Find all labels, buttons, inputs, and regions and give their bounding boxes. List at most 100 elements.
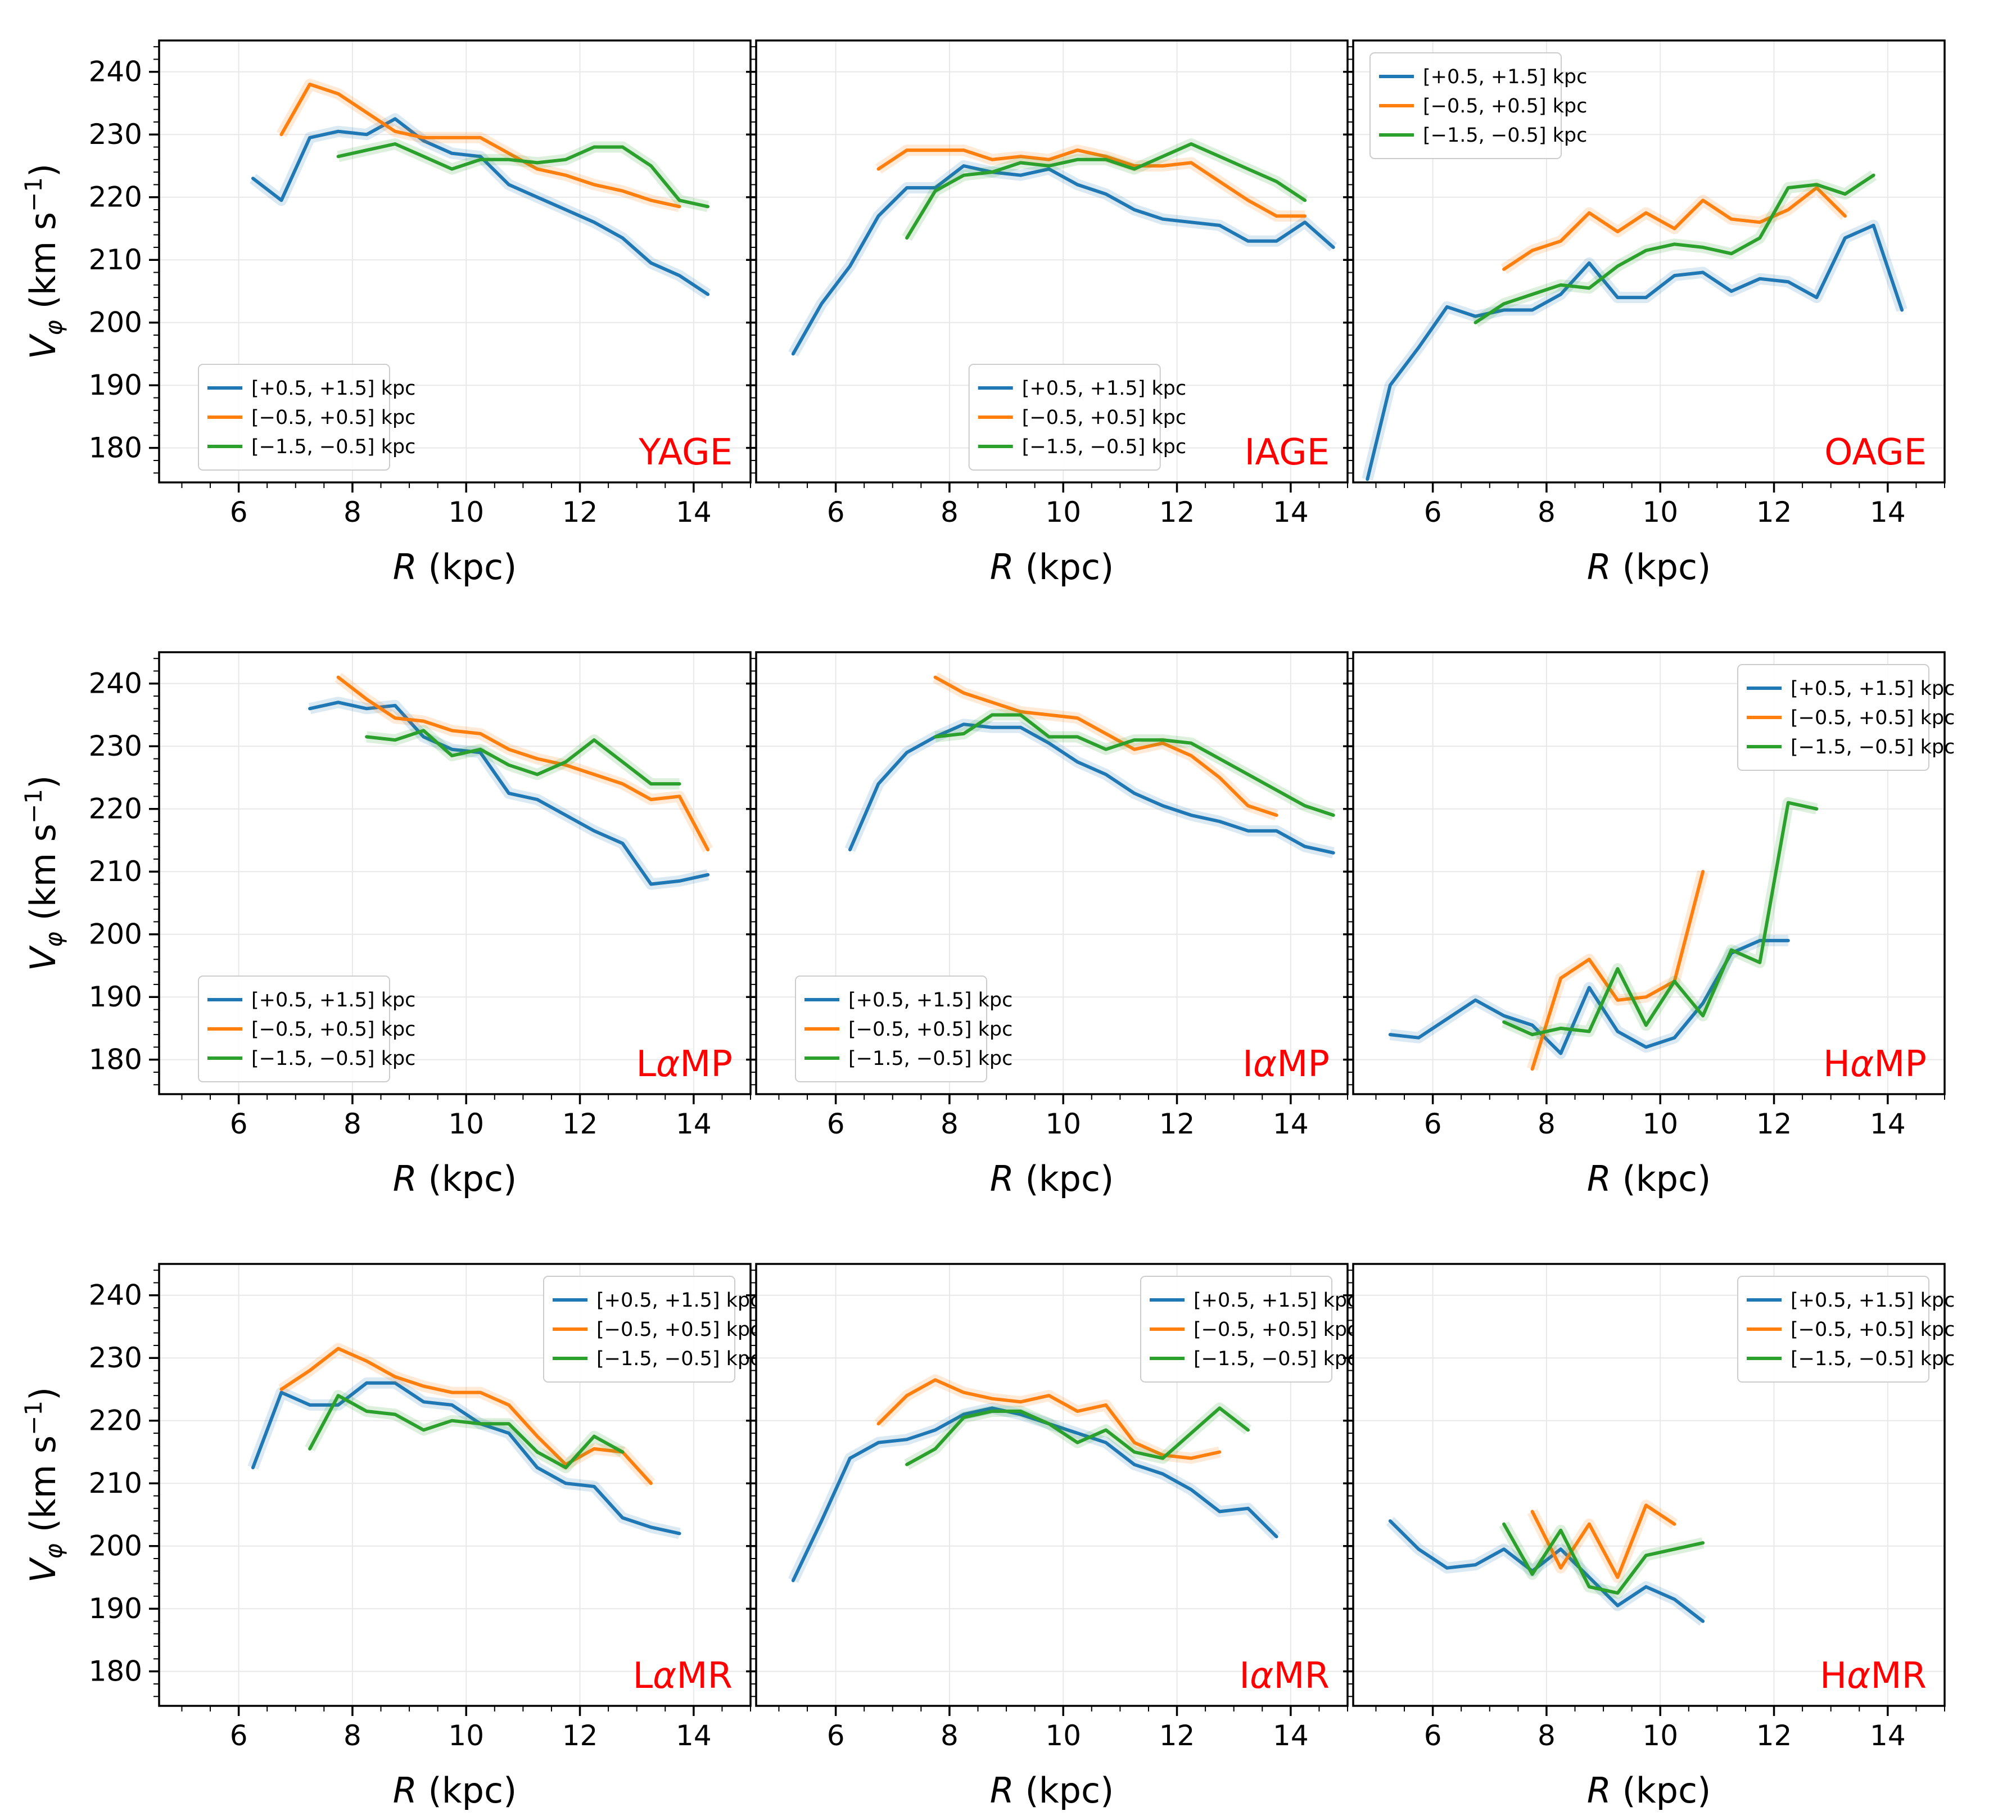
panel-IαMP: 6 8 10 12 14 R (kpc) [+0.5, +1.5] kpc [−0.5, +0…: [746, 651, 1349, 1199]
line-orange: [876, 1378, 1222, 1460]
legend-label: [−0.5, +0.5] kpc: [1791, 1318, 1955, 1341]
x-tick-label: 10: [1642, 1108, 1678, 1140]
panel-OAGE: 6 8 10 12 14 R (kpc) [+0.5, +1.5] kpc [−0.5, +0…: [1343, 39, 1946, 588]
panel-title-HαMR: HαMR: [1820, 1655, 1927, 1697]
y-tick-label: 230: [89, 118, 142, 151]
series-orange: [278, 1343, 656, 1487]
x-tick-label: 8: [941, 1108, 959, 1140]
line-orange: [933, 675, 1278, 817]
series-blue: [1386, 1517, 1707, 1626]
x-tick-label: 10: [448, 1719, 484, 1752]
legend-box: [968, 364, 1161, 471]
panel-title-HαMP: HαMP: [1823, 1044, 1927, 1085]
legend-box: [198, 364, 390, 471]
y-tick-label: 200: [89, 1530, 142, 1562]
legend: [+0.5, +1.5] kpc [−0.5, +0.5] kpc [−1.5, −…: [1737, 1276, 1955, 1383]
axes-spines: [1352, 1263, 1946, 1707]
x-tick-label: 12: [1756, 1108, 1792, 1140]
legend-label: [−1.5, −0.5] kpc: [251, 1047, 415, 1070]
legend-label: [−1.5, −0.5] kpc: [1791, 1348, 1955, 1370]
x-tick-label: 6: [230, 1719, 248, 1752]
x-tick-label: 14: [1273, 496, 1309, 529]
legend: [+0.5, +1.5] kpc [−0.5, +0.5] kpc [−1.5, −…: [198, 364, 415, 471]
series-blue: [247, 1377, 681, 1539]
series-orange: [1527, 1500, 1678, 1583]
series-green: [902, 138, 1308, 241]
line-orange: [1502, 186, 1847, 271]
legend-label: [−0.5, +0.5] kpc: [1423, 95, 1587, 118]
panel-title-IαMR: IαMR: [1239, 1655, 1330, 1697]
legend-label: [−0.5, +0.5] kpc: [1194, 1318, 1358, 1341]
series-green: [305, 1390, 626, 1474]
series-green: [904, 1402, 1252, 1470]
legend-label: [−1.5, −0.5] kpc: [1423, 124, 1587, 147]
line-blue: [308, 701, 710, 886]
x-tick-label: 8: [1538, 1719, 1556, 1752]
legend: [+0.5, +1.5] kpc [−0.5, +0.5] kpc [−1.5, −…: [1369, 52, 1587, 159]
legend-box: [1140, 1276, 1332, 1383]
x-axis-label: R (kpc): [990, 1770, 1114, 1811]
line-orange: [876, 148, 1307, 218]
y-tick-label: 200: [89, 918, 142, 951]
legend: [+0.5, +1.5] kpc [−0.5, +0.5] kpc [−1.5, −…: [968, 364, 1186, 471]
line-green: [1502, 1522, 1705, 1595]
legend: [+0.5, +1.5] kpc [−0.5, +0.5] kpc [−1.5, −…: [1140, 1276, 1358, 1383]
y-tick-label: 210: [89, 243, 142, 276]
legend-label: [+0.5, +1.5] kpc: [1194, 1289, 1358, 1312]
legend-label: [+0.5, +1.5] kpc: [1022, 377, 1186, 400]
legend: [+0.5, +1.5] kpc [−0.5, +0.5] kpc [−1.5, −…: [1737, 664, 1955, 771]
series-orange: [875, 144, 1307, 222]
axes-spines: [158, 651, 752, 1095]
x-tick-label: 8: [343, 496, 361, 529]
x-tick-label: 8: [941, 496, 959, 529]
x-tick-label: 8: [941, 1719, 959, 1752]
axes-spines: [158, 1263, 752, 1707]
axes-spines: [1352, 39, 1946, 484]
panel-LαMP: 6 8 10 12 14 180 190 200 210 220 230 240 R (kpc) Vφ (…: [20, 651, 752, 1199]
line-green: [336, 142, 710, 209]
y-tick-label: 190: [89, 1592, 142, 1625]
series-green: [1472, 170, 1877, 328]
x-tick-label: 12: [1756, 496, 1792, 529]
y-tick-label: 240: [89, 56, 142, 88]
legend-label: [−0.5, +0.5] kpc: [848, 1018, 1012, 1041]
line-green: [905, 1406, 1250, 1466]
series-orange: [276, 79, 681, 213]
series-orange: [1500, 182, 1850, 274]
panel-IαMR: 6 8 10 12 14 R (kpc) [+0.5, +1.5] kpc [−0.5, +0…: [746, 1263, 1358, 1811]
y-tick-label: 220: [89, 181, 142, 214]
x-axis-label: R (kpc): [393, 1158, 517, 1199]
x-tick-label: 10: [1642, 1719, 1678, 1752]
series-blue: [844, 719, 1335, 859]
axes-spines: [158, 39, 752, 484]
y-tick-label: 230: [89, 1342, 142, 1374]
line-blue: [848, 722, 1335, 855]
x-tick-label: 12: [562, 1108, 598, 1140]
x-tick-label: 6: [230, 496, 248, 529]
legend-label: [+0.5, +1.5] kpc: [1423, 66, 1587, 88]
x-tick-label: 6: [827, 1108, 845, 1140]
legend-box: [543, 1276, 735, 1383]
series-blue: [1362, 219, 1907, 481]
axes-spines: [755, 39, 1349, 484]
line-blue: [251, 117, 710, 296]
legend: [+0.5, +1.5] kpc [−0.5, +0.5] kpc [−1.5, −…: [795, 976, 1012, 1082]
panel-title-LαMR: LαMR: [632, 1655, 733, 1697]
line-green: [1473, 173, 1875, 324]
x-tick-label: 14: [676, 496, 712, 529]
series-green: [1499, 1521, 1705, 1599]
x-tick-label: 10: [1642, 496, 1678, 529]
line-orange: [1530, 1503, 1676, 1579]
y-tick-label: 220: [89, 1404, 142, 1437]
axes-spines: [1352, 651, 1946, 1095]
axes-spines: [755, 1263, 1349, 1707]
legend: [+0.5, +1.5] kpc [−0.5, +0.5] kpc [−1.5, −…: [198, 976, 415, 1082]
x-tick-label: 10: [1045, 1108, 1081, 1140]
panel-title-LαMP: LαMP: [636, 1044, 733, 1085]
line-green: [933, 713, 1335, 817]
legend-box: [1369, 52, 1562, 159]
y-axis-label: Vφ (km s−1): [20, 1387, 67, 1583]
line-orange: [279, 83, 681, 209]
y-tick-label: 180: [89, 1655, 142, 1688]
